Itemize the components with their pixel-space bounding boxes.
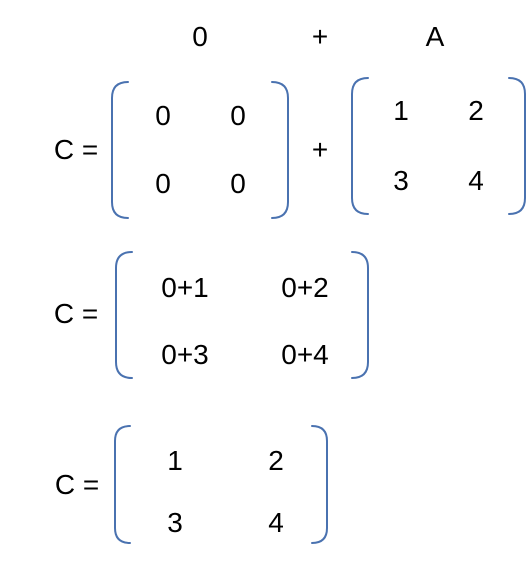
step1-matrix-a-left-bracket bbox=[351, 77, 369, 215]
step3-matrix-cell: 3 bbox=[167, 507, 183, 538]
step2-matrix-right-bracket bbox=[351, 251, 369, 379]
step1-zero-matrix-right-bracket bbox=[271, 81, 289, 219]
step2-lhs: C = bbox=[53, 298, 99, 329]
header-left-operand: 0 bbox=[192, 21, 208, 52]
step2-matrix-cell: 0+1 bbox=[161, 272, 209, 303]
step1-matrix-a-cell: 3 bbox=[393, 165, 409, 196]
step1-matrix-a-cell: 4 bbox=[468, 165, 484, 196]
step1-zero-matrix-cell: 0 bbox=[230, 100, 246, 131]
step2-matrix-cell: 0+4 bbox=[281, 339, 329, 370]
step1-zero-matrix-cell: 0 bbox=[230, 168, 246, 199]
step1-zero-matrix-cell: 0 bbox=[155, 100, 171, 131]
step3-matrix-cell: 1 bbox=[167, 445, 183, 476]
step2-matrix-cell: 0+3 bbox=[161, 339, 209, 370]
step1-matrix-a-right-bracket bbox=[508, 77, 526, 215]
step1-matrix-a-cell: 1 bbox=[393, 95, 409, 126]
step3-matrix-left-bracket bbox=[114, 425, 131, 544]
step1-zero-matrix-cell: 0 bbox=[155, 168, 171, 199]
step2-matrix-cell: 0+2 bbox=[281, 272, 329, 303]
step1-zero-matrix-left-bracket bbox=[111, 81, 129, 219]
step1-plus-operator: + bbox=[311, 134, 329, 165]
step1-matrix-a-cell: 2 bbox=[468, 95, 484, 126]
step3-matrix-right-bracket bbox=[311, 425, 328, 544]
step2-matrix-left-bracket bbox=[115, 251, 133, 379]
step1-lhs: C = bbox=[53, 134, 99, 165]
step3-matrix-cell: 4 bbox=[268, 507, 284, 538]
step3-matrix-cell: 2 bbox=[268, 445, 284, 476]
header-operator: + bbox=[311, 21, 329, 52]
header-right-operand: A bbox=[425, 21, 445, 52]
step3-lhs: C = bbox=[54, 469, 100, 500]
